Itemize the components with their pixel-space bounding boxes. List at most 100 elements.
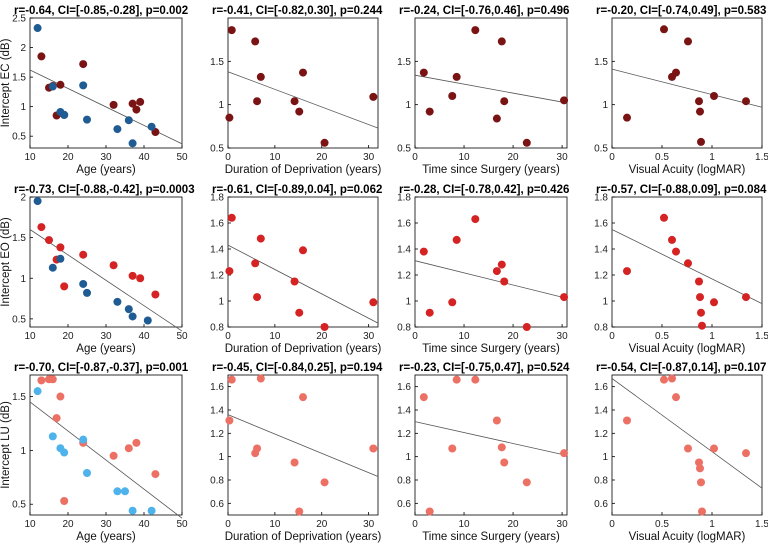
x-tick-label: 0 [225,331,231,342]
data-point-cataract [295,308,304,317]
x-tick-label: 10 [458,152,470,163]
x-tick-label: 0 [412,331,418,342]
x-axis-label: Visual Acuity (logMAR) [629,164,746,176]
y-tick-label: 1.6 [397,219,411,230]
data-point-cataract [227,213,236,222]
x-tick-label: 30 [557,331,569,342]
x-tick-label: 1 [709,331,715,342]
y-tick-label: 1.4 [210,406,224,417]
regression-line [29,401,183,519]
data-point-control [124,116,133,125]
axes-box [414,196,568,328]
y-axis-label: Intercept EO (dB) [0,217,12,307]
y-tick-label: 1.4 [594,245,608,256]
subplot-title: r=-0.61, CI=[-0.89,0.04], p=0.062 [212,184,382,196]
x-axis-label: Time since Surgery (years) [422,343,560,355]
x-tick-label: 30 [100,152,112,163]
data-point-cataract [695,97,703,106]
data-point-cataract [698,321,706,330]
y-tick-label: 0.6 [397,499,411,510]
regression-line [227,244,379,324]
x-tick-label: 30 [557,519,569,530]
y-tick-label: 2 [20,193,26,204]
data-point-cataract [320,323,329,331]
data-point-cataract [448,444,457,453]
data-point-cataract [560,293,569,302]
x-tick-label: 20 [316,519,328,530]
data-point-control [48,432,57,441]
data-point-cataract [253,444,262,453]
data-point-cataract [623,267,631,276]
data-point-control [33,197,42,206]
data-point-cataract [37,376,46,385]
data-point-cataract [320,478,329,487]
subplot-r1c2: 0.8 1 1.2 1.4 1.6 1.8 0 10 20 30 r=-0.28, CI=[-0.7… [397,184,569,355]
data-point-cataract [742,293,750,302]
subplot-title: r=-0.64, CI=[-0.85,-0.28], p=0.002 [14,5,188,17]
data-point-cataract [299,68,307,77]
y-tick-label: 1.2 [210,429,224,440]
axes-box [414,374,568,516]
axes-box [414,17,568,149]
regression-line [611,378,763,489]
data-point-cataract [37,223,46,232]
y-tick-label: 1.2 [594,429,608,440]
y-tick-label: 1.6 [397,382,411,393]
y-tick-label: 1 [405,452,411,463]
data-point-cataract [256,374,265,383]
data-point-control [143,316,152,325]
data-point-cataract [369,92,378,101]
subplot-r0c2: 0.5 1 1.5 0 10 20 30 r=-0.24, CI=[-0.76,0.46], … [397,5,569,176]
subplot-r2c0: 0.5 1 1.5 10 20 30 40 50 r=-0.70, CI=[-0.87,-0.3… [0,362,189,543]
data-point-cataract [684,37,692,46]
y-tick-label: 1 [20,446,26,457]
y-tick-label: 1 [218,100,224,111]
data-point-cataract [79,250,88,259]
data-point-cataract [697,137,705,146]
data-point-cataract [124,444,133,453]
data-point-cataract [109,100,118,109]
data-point-cataract [672,247,680,256]
data-point-cataract [419,247,428,256]
regression-line [414,421,568,456]
x-tick-label: 30 [557,152,569,163]
y-tick-label: 1.5 [397,57,411,68]
y-tick-label: 1 [218,297,224,308]
data-point-cataract [56,392,65,401]
data-point-control [83,469,91,477]
subplot-r1c0: 0.5 1 1.5 2 10 20 30 40 50 r=-0.73, CI=[-0.88,-0.… [0,184,195,355]
data-point-control [33,387,42,396]
data-point-cataract [522,138,531,147]
data-point-cataract [253,293,262,302]
x-axis-label: Duration of Deprivation (years) [225,531,382,543]
data-point-cataract [45,236,53,245]
data-point-cataract [660,375,668,384]
y-tick-label: 0.5 [397,144,411,155]
data-point-control [113,125,122,134]
x-tick-label: 0.5 [655,152,669,163]
y-tick-label: 1.2 [397,429,411,440]
data-point-cataract [419,68,428,77]
x-tick-label: 50 [176,519,188,530]
subplot-r1c3: 0.8 1 1.2 1.4 1.6 1.8 0 0.5 1 1.5 r=-0.57, CI=[-0.… [594,184,768,355]
data-point-cataract [251,37,260,46]
y-tick-label: 1 [20,274,26,285]
regression-line [414,260,568,299]
x-tick-label: 10 [458,331,470,342]
subplot-title: r=-0.70, CI=[-0.87,-0.37], p=0.001 [14,362,189,374]
data-point-cataract [369,444,378,453]
data-point-cataract [251,259,260,268]
y-tick-label: 0.8 [594,476,608,487]
x-tick-label: 1 [709,519,715,530]
data-point-cataract [471,215,480,224]
data-point-cataract [492,114,501,123]
data-point-cataract [253,97,262,106]
x-tick-label: 40 [138,331,150,342]
x-tick-label: 40 [138,152,150,163]
data-point-cataract [256,72,265,81]
data-point-cataract [497,443,506,452]
subplot-title: r=-0.24, CI=[-0.76,0.46], p=0.496 [399,5,569,17]
subplot-r0c3: 0.511.50 0.5 1 1.5r=-0.20, CI=[-0.74,0.49],… [594,5,768,176]
y-tick-label: 1 [602,452,608,463]
data-point-cataract [48,375,57,384]
